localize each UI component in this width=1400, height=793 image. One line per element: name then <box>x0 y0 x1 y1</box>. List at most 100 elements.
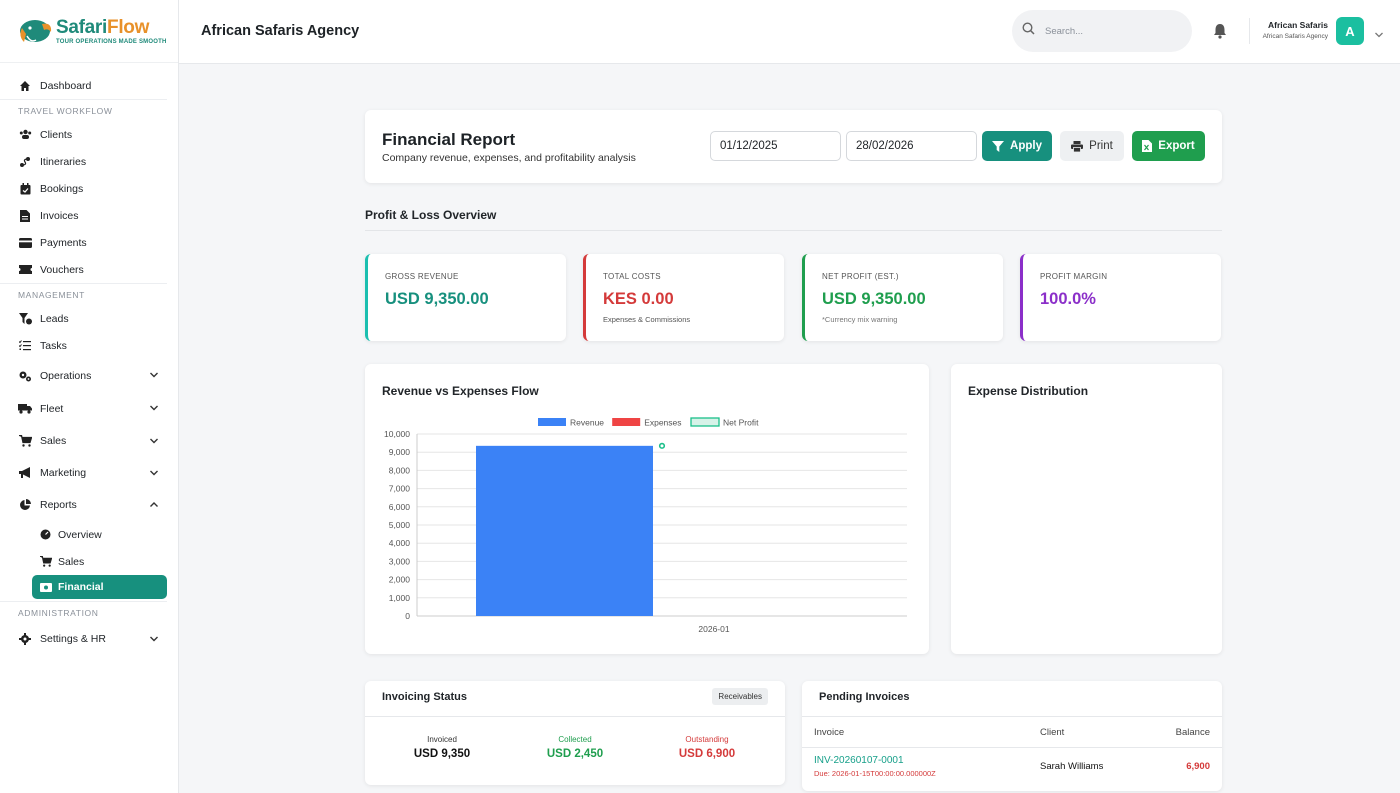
x-tick-label: 2026-01 <box>698 624 729 634</box>
sidebar-item-tasks[interactable]: Tasks <box>0 332 179 359</box>
kpi-note: Expenses & Commissions <box>603 315 691 324</box>
table-header: Invoice Client Balance <box>802 716 1222 748</box>
sidebar-item-label: Marketing <box>40 467 87 479</box>
calendar-check-icon <box>18 182 32 196</box>
page-subtitle: Company revenue, expenses, and profitabi… <box>382 152 636 164</box>
y-tick-label: 8,000 <box>389 465 411 475</box>
sidebar-item-label: Sales <box>40 435 67 447</box>
chart-title: Revenue vs Expenses Flow <box>382 384 539 398</box>
invoice-balance: 6,900 <box>1186 761 1210 772</box>
column-header-balance: Balance <box>1175 727 1210 738</box>
bullhorn-icon <box>18 466 32 480</box>
search-box[interactable] <box>1012 10 1192 52</box>
sidebar-item-invoices[interactable]: Invoices <box>0 202 179 229</box>
bar-revenue <box>476 445 653 616</box>
sidebar-item-settings-hr[interactable]: Settings & HR <box>0 623 179 655</box>
sidebar-item-dashboard[interactable]: Dashboard <box>0 72 179 99</box>
y-tick-label: 10,000 <box>384 429 410 439</box>
expense-distribution-card: Expense Distribution <box>951 364 1222 654</box>
sidebar-item-fleet[interactable]: Fleet <box>0 392 179 425</box>
sidebar-item-label: Clients <box>40 128 73 141</box>
kpi-note: *Currency mix warning <box>822 315 898 324</box>
header-divider <box>1249 18 1250 44</box>
sidebar-item-payments[interactable]: Payments <box>0 229 179 256</box>
revenue-expenses-chart-card: Revenue vs Expenses Flow 0 1,000 2,000 3,00… <box>365 364 929 654</box>
brand-logo[interactable]: SafariFlow TOUR OPERATIONS MADE SMOOTH <box>0 0 178 63</box>
ticket-icon <box>18 263 32 277</box>
top-header: African Safaris Agency African Safaris A… <box>179 0 1400 64</box>
date-to-input[interactable] <box>846 131 977 161</box>
chevron-down-icon <box>149 436 159 446</box>
stat-label: Invoiced <box>427 735 457 744</box>
sidebar-item-itineraries[interactable]: Itineraries <box>0 148 179 175</box>
print-button[interactable]: Print <box>1060 131 1124 161</box>
brand-name-part2: Flow <box>107 16 150 38</box>
gauge-icon <box>40 529 52 541</box>
legend-swatch <box>690 417 720 427</box>
kpi-profit-margin: PROFIT MARGIN 100.0% <box>1020 254 1221 341</box>
sidebar-item-vouchers[interactable]: Vouchers <box>0 256 179 283</box>
chevron-down-icon[interactable] <box>1374 27 1384 38</box>
stat-label: Outstanding <box>685 735 729 744</box>
invoicing-status-card: Invoicing Status Receivables Invoiced US… <box>365 681 785 785</box>
export-button[interactable]: Export <box>1132 131 1205 161</box>
section-travel-workflow: TRAVEL WORKFLOW <box>0 99 167 121</box>
sidebar-item-marketing[interactable]: Marketing <box>0 457 179 489</box>
sidebar-subitem-overview[interactable]: Overview <box>0 521 179 548</box>
kpi-value: 100.0% <box>1040 290 1096 308</box>
sidebar-item-bookings[interactable]: Bookings <box>0 175 179 202</box>
sidebar-item-label: Invoices <box>40 209 79 222</box>
table-row[interactable]: INV-20260107-0001 Due: 2026-01-15T00:00:… <box>802 748 1222 788</box>
sidebar-subitem-financial[interactable]: Financial <box>32 575 167 599</box>
sidebar-item-clients[interactable]: Clients <box>0 121 179 148</box>
list-check-icon <box>18 339 32 353</box>
card-title: Pending Invoices <box>819 691 910 703</box>
y-tick-label: 1,000 <box>389 593 411 603</box>
invoice-client: Sarah Williams <box>1040 761 1104 772</box>
date-from-input[interactable] <box>710 131 841 161</box>
cart-icon <box>40 556 52 568</box>
gear-icon <box>18 632 32 646</box>
money-bill-icon <box>40 581 52 593</box>
sidebar-item-label: Leads <box>40 312 69 325</box>
y-tick-label: 6,000 <box>389 502 411 512</box>
chart-pie-icon <box>18 498 32 512</box>
avatar[interactable]: A <box>1336 17 1364 45</box>
column-header-invoice: Invoice <box>814 727 845 738</box>
section-management: MANAGEMENT <box>0 283 167 305</box>
kpi-label: NET PROFIT (EST.) <box>822 272 899 281</box>
legend-label: Revenue <box>570 418 604 428</box>
search-input[interactable] <box>1045 25 1175 37</box>
legend-swatch <box>538 418 566 426</box>
search-icon <box>1022 22 1035 40</box>
sidebar-item-reports[interactable]: Reports <box>0 489 179 521</box>
file-excel-icon <box>1142 140 1153 152</box>
notification-bell-icon[interactable] <box>1213 23 1229 39</box>
user-info[interactable]: African Safaris African Safaris Agency <box>1254 20 1328 40</box>
sidebar-subitem-label: Overview <box>58 528 102 541</box>
sidebar-item-label: Bookings <box>40 182 84 195</box>
chevron-up-icon <box>149 500 159 510</box>
sidebar-item-leads[interactable]: Leads <box>0 305 179 332</box>
export-label: Export <box>1158 140 1195 152</box>
funnel-dollar-icon <box>18 312 32 326</box>
sidebar-subitem-sales[interactable]: Sales <box>0 548 179 575</box>
sidebar-item-label: Fleet <box>40 402 64 415</box>
users-icon <box>18 128 32 142</box>
invoice-link[interactable]: INV-20260107-0001 <box>814 755 904 766</box>
sidebar-item-sales[interactable]: Sales <box>0 425 179 457</box>
y-tick-label: 3,000 <box>389 556 411 566</box>
truck-icon <box>18 402 32 416</box>
chevron-down-icon <box>149 370 159 380</box>
apply-button[interactable]: Apply <box>982 131 1052 161</box>
card-divider <box>365 716 785 717</box>
stat-value: USD 9,350 <box>413 748 471 760</box>
home-icon <box>18 79 32 93</box>
sidebar-item-operations[interactable]: Operations <box>0 359 179 392</box>
kpi-gross-revenue: GROSS REVENUE USD 9,350.00 <box>365 254 566 341</box>
y-tick-label: 5,000 <box>389 520 411 530</box>
chevron-down-icon <box>149 634 159 644</box>
kpi-total-costs: TOTAL COSTS KES 0.00 Expenses & Commissi… <box>583 254 784 341</box>
stat-label: Collected <box>558 735 592 744</box>
printer-icon <box>1071 140 1084 152</box>
